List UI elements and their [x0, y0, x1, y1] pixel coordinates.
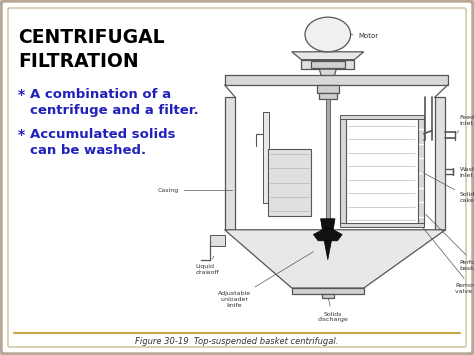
Text: can be washed.: can be washed. [30, 144, 146, 157]
Polygon shape [319, 69, 336, 75]
Polygon shape [340, 118, 346, 225]
Bar [292, 288, 364, 294]
Text: Figure 30-19  Top-suspended basket centrifugal.: Figure 30-19 Top-suspended basket centri… [135, 337, 339, 346]
Text: Feed
inlet: Feed inlet [457, 115, 474, 133]
Polygon shape [320, 219, 335, 260]
Polygon shape [225, 75, 448, 85]
Text: Motor: Motor [351, 33, 379, 39]
Polygon shape [435, 98, 446, 230]
Text: Adjustable
unloader
knife: Adjustable unloader knife [218, 252, 313, 308]
Text: Wash
inlet: Wash inlet [453, 167, 474, 178]
Text: FILTRATION: FILTRATION [18, 52, 138, 71]
Text: centrifuge and a filter.: centrifuge and a filter. [30, 104, 199, 117]
Bar [263, 112, 269, 203]
Text: CENTRIFUGAL: CENTRIFUGAL [18, 28, 164, 47]
Polygon shape [313, 228, 342, 241]
Bar [319, 93, 337, 99]
Ellipse shape [305, 17, 351, 52]
Polygon shape [326, 99, 330, 219]
Text: Solids
discharge: Solids discharge [317, 299, 348, 322]
Polygon shape [225, 98, 236, 230]
Text: Removable
valve plate: Removable valve plate [422, 227, 474, 294]
Text: *: * [18, 128, 25, 142]
Text: *: * [18, 88, 25, 102]
Text: Perforated
basket: Perforated basket [426, 214, 474, 271]
Text: Accumulated solids: Accumulated solids [30, 128, 175, 141]
Text: Solids
cake: Solids cake [423, 173, 474, 203]
Text: Liquid
drawoff: Liquid drawoff [196, 256, 219, 275]
Bar [322, 294, 334, 299]
Polygon shape [301, 60, 354, 69]
Polygon shape [268, 149, 311, 215]
Text: A combination of a: A combination of a [30, 88, 171, 101]
Bar [210, 235, 225, 246]
Bar [340, 224, 424, 227]
Bar [340, 115, 424, 119]
Text: Casing: Casing [157, 188, 233, 193]
Bar [317, 85, 338, 93]
Polygon shape [225, 230, 446, 288]
Polygon shape [292, 52, 364, 60]
Polygon shape [311, 61, 345, 67]
Polygon shape [418, 118, 424, 225]
